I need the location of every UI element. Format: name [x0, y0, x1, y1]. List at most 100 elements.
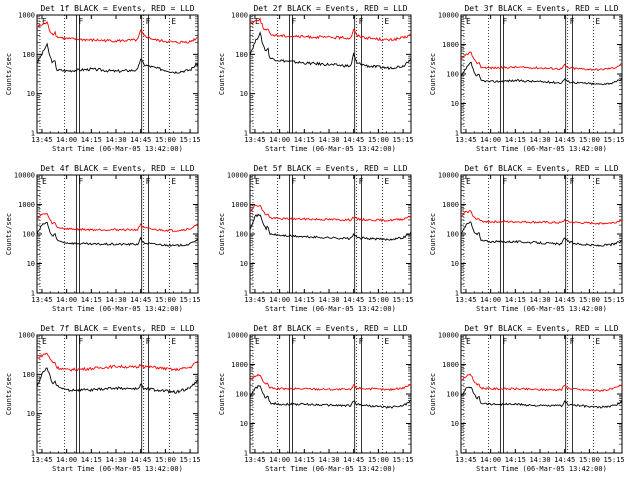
series-line-lld [460, 209, 623, 225]
y-axis-label: Counts/sec [218, 373, 226, 415]
y-tick-label: 1 [244, 450, 248, 458]
series-line-lld [36, 352, 199, 372]
time-marker-label: E [466, 17, 471, 26]
time-marker-label: E [595, 17, 600, 26]
series-line-lld [249, 17, 412, 42]
series-line-events [249, 213, 412, 241]
time-marker-label: E [42, 177, 47, 186]
chart-panel-6: Det 6f BLACK = Events, RED = LLD 1 10 100 10… [429, 164, 625, 313]
time-marker-label: F [570, 17, 575, 26]
x-tick-label: 14:30 [529, 136, 550, 144]
plot-frame [249, 14, 412, 134]
y-tick-label: 10 [27, 410, 35, 418]
x-tick-label: 14:15 [505, 456, 526, 464]
chart-panel-7: Det 7f BLACK = Events, RED = LLD 1 10 100 10… [5, 324, 201, 473]
time-marker-label: E [384, 177, 389, 186]
x-tick-label: 15:00 [155, 296, 176, 304]
y-axis-label: Counts/sec [429, 373, 437, 415]
x-tick-label: 14:45 [343, 296, 364, 304]
chart-title: Det 9f BLACK = Events, RED = LLD [464, 324, 618, 333]
time-marker-label: F [292, 337, 297, 346]
y-tick-label: 10 [451, 100, 459, 108]
y-tick-label: 10 [27, 90, 35, 98]
series-line-events [249, 31, 412, 70]
chart-panel-8: Det 8f BLACK = Events, RED = LLD 1 10 100 10… [218, 324, 414, 473]
x-tick-label: 15:15 [604, 296, 625, 304]
x-tick-label: 14:45 [130, 456, 151, 464]
x-tick-label: 14:15 [505, 296, 526, 304]
plot-frame [249, 334, 412, 454]
y-tick-label: 10 [240, 420, 248, 428]
series-line-lld [37, 20, 199, 44]
x-tick-label: 15:00 [155, 136, 176, 144]
x-tick-label: 15:15 [604, 136, 625, 144]
time-marker-label: E [255, 17, 260, 26]
time-marker-label: E [255, 337, 260, 346]
time-marker-label: E [171, 17, 176, 26]
y-tick-label: 10000 [227, 332, 248, 340]
chart-title: Det 8f BLACK = Events, RED = LLD [253, 324, 407, 333]
y-tick-label: 1000 [442, 361, 459, 369]
y-tick-label: 1 [244, 130, 248, 138]
x-tick-label: 13:45 [455, 296, 476, 304]
x-tick-label: 13:45 [455, 136, 476, 144]
plot-frame [249, 174, 412, 294]
time-marker-label: F [570, 177, 575, 186]
y-tick-label: 10000 [438, 172, 459, 180]
time-marker-label: F [79, 337, 84, 346]
time-marker-label: F [503, 337, 508, 346]
y-tick-label: 100 [235, 391, 248, 399]
y-tick-label: 1 [455, 130, 459, 138]
time-marker-label: E [466, 177, 471, 186]
x-tick-label: 13:45 [244, 136, 265, 144]
chart-title: Det 5f BLACK = Events, RED = LLD [253, 164, 407, 173]
x-tick-label: 14:45 [130, 296, 151, 304]
x-tick-label: 15:15 [180, 136, 201, 144]
x-tick-label: 14:30 [318, 456, 339, 464]
x-tick-label: 14:15 [81, 456, 102, 464]
x-tick-label: 14:45 [554, 136, 575, 144]
chart-panel-5: Det 5f BLACK = Events, RED = LLD 1 10 100 10… [218, 164, 414, 313]
x-tick-label: 13:45 [31, 136, 52, 144]
plot-frame [36, 334, 199, 454]
plot-frame [460, 14, 623, 134]
time-marker-label: F [292, 177, 297, 186]
time-marker-label: E [42, 17, 47, 26]
time-marker-label: F [292, 17, 297, 26]
y-tick-label: 100 [22, 51, 35, 59]
time-marker-label: E [466, 337, 471, 346]
x-axis-label: Start Time (06-Mar-05 13:42:00) [476, 145, 607, 153]
chart-title: Det 2f BLACK = Events, RED = LLD [253, 4, 407, 13]
x-tick-label: 14:45 [343, 456, 364, 464]
series-line-events [36, 367, 199, 394]
chart-title: Det 4f BLACK = Events, RED = LLD [40, 164, 194, 173]
x-axis-label: Start Time (06-Mar-05 13:42:00) [265, 305, 396, 313]
y-tick-label: 1000 [231, 12, 248, 20]
x-axis-label: Start Time (06-Mar-05 13:42:00) [476, 305, 607, 313]
chart-panel-9: Det 9f BLACK = Events, RED = LLD 1 10 100 10… [429, 324, 625, 473]
y-tick-label: 1 [31, 450, 35, 458]
y-axis-label: Counts/sec [5, 53, 13, 95]
series-line-lld [460, 51, 623, 72]
y-tick-label: 10000 [227, 172, 248, 180]
y-axis-label: Counts/sec [218, 53, 226, 95]
y-tick-label: 10000 [14, 172, 35, 180]
y-tick-label: 1 [31, 130, 35, 138]
y-tick-label: 100 [22, 231, 35, 239]
time-marker-label: F [503, 177, 508, 186]
x-tick-label: 14:00 [56, 136, 77, 144]
time-marker-label: F [79, 17, 84, 26]
y-axis-label: Counts/sec [5, 373, 13, 415]
series-line-lld [249, 373, 412, 392]
y-tick-label: 1 [455, 450, 459, 458]
x-tick-label: 13:45 [31, 456, 52, 464]
x-tick-label: 14:15 [294, 136, 315, 144]
time-marker-label: F [146, 17, 151, 26]
time-marker-label: F [79, 177, 84, 186]
y-tick-label: 1000 [18, 201, 35, 209]
x-tick-label: 15:15 [393, 456, 414, 464]
y-tick-label: 100 [446, 231, 459, 239]
x-tick-label: 14:30 [105, 136, 126, 144]
time-marker-label: F [146, 177, 151, 186]
x-tick-label: 14:00 [56, 296, 77, 304]
